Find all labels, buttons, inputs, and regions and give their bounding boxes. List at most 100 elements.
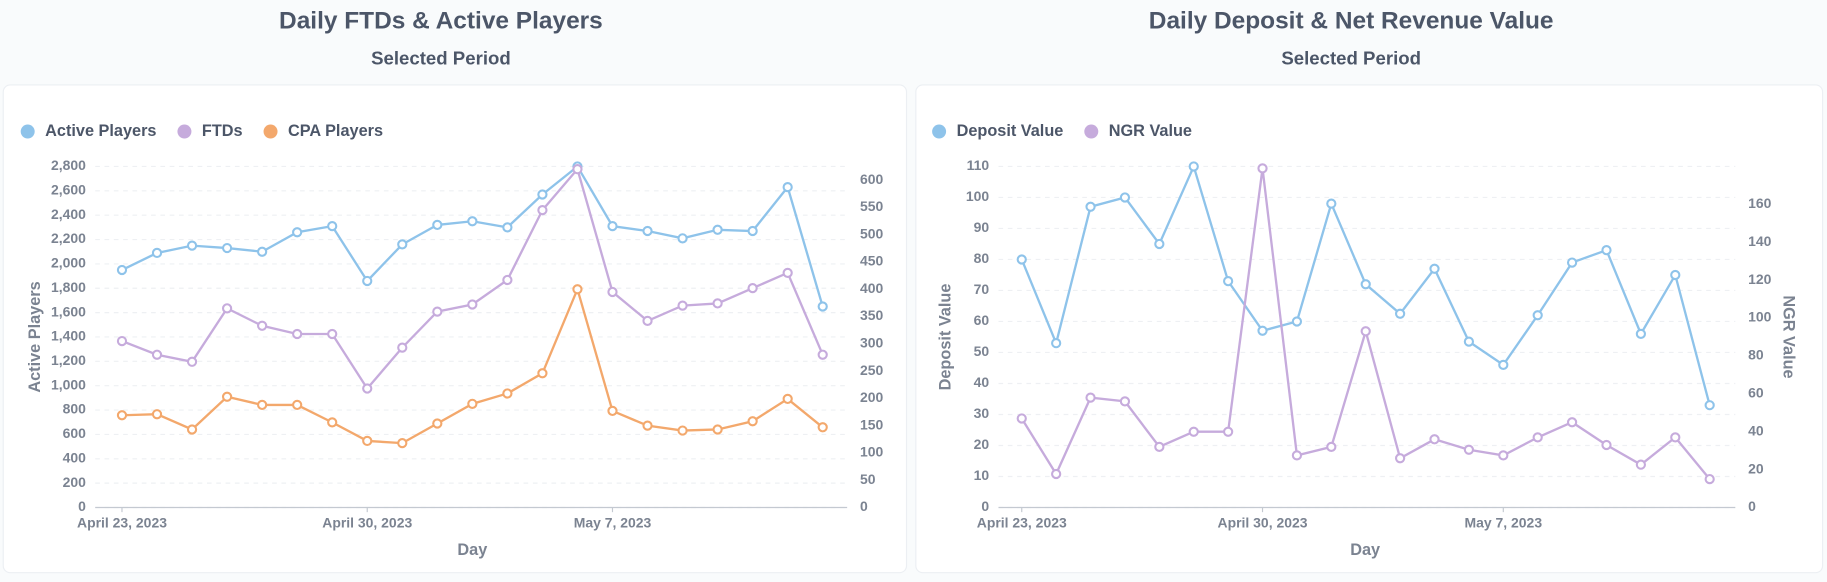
data-point bbox=[1119, 192, 1131, 203]
data-point bbox=[1188, 161, 1199, 172]
data-point bbox=[1016, 413, 1027, 424]
x-tick-label: April 30, 2023 bbox=[1218, 514, 1308, 530]
y-tick-label: 2,200 bbox=[51, 230, 86, 246]
y2-tick-label: 50 bbox=[860, 471, 876, 487]
data-point bbox=[502, 388, 513, 399]
y2-tick-label: 600 bbox=[860, 171, 884, 187]
data-point bbox=[467, 299, 478, 310]
y2-tick-label: 80 bbox=[1748, 347, 1764, 363]
data-point bbox=[1704, 473, 1715, 485]
data-point bbox=[1119, 396, 1131, 407]
data-point bbox=[747, 225, 758, 237]
y-tick-label: 600 bbox=[63, 425, 87, 441]
y2-tick-label: 60 bbox=[1748, 385, 1764, 401]
data-point bbox=[292, 399, 303, 411]
data-point bbox=[1326, 198, 1337, 209]
legend-marker bbox=[20, 124, 35, 139]
data-point bbox=[1566, 417, 1578, 428]
y2-tick-label: 400 bbox=[860, 280, 884, 296]
data-point bbox=[642, 420, 653, 431]
data-point bbox=[1360, 326, 1371, 337]
data-point bbox=[327, 417, 338, 428]
y-tick-label: 10 bbox=[974, 467, 990, 483]
data-point bbox=[537, 189, 548, 200]
legend-marker bbox=[177, 124, 192, 139]
data-point bbox=[1601, 245, 1612, 256]
chart-subtitle: Selected Period bbox=[1281, 47, 1421, 68]
data-point bbox=[362, 383, 373, 394]
data-point bbox=[747, 283, 758, 294]
data-point bbox=[1257, 325, 1268, 336]
data-point bbox=[186, 424, 198, 435]
data-point bbox=[1223, 276, 1234, 287]
data-point bbox=[817, 349, 828, 360]
y2-tick-label: 350 bbox=[860, 307, 884, 323]
y2-axis-title: NGR Value bbox=[1779, 295, 1797, 378]
y-tick-label: 60 bbox=[974, 312, 990, 328]
chart-subtitle: Selected Period bbox=[371, 47, 511, 68]
x-tick-label: April 30, 2023 bbox=[322, 514, 412, 530]
legend-label: Active Players bbox=[45, 122, 156, 140]
data-point bbox=[502, 274, 513, 286]
y2-tick-label: 100 bbox=[1748, 309, 1772, 325]
data-point bbox=[1154, 238, 1165, 250]
data-point bbox=[292, 227, 303, 238]
data-point bbox=[677, 233, 688, 244]
y-tick-label: 50 bbox=[974, 343, 990, 359]
data-point bbox=[642, 225, 653, 237]
data-point bbox=[257, 399, 268, 411]
data-point bbox=[467, 398, 478, 409]
y-tick-label: 80 bbox=[974, 250, 990, 266]
y-axis-title: Active Players bbox=[26, 281, 44, 392]
x-axis-title: Day bbox=[1350, 541, 1380, 559]
data-point bbox=[151, 349, 163, 360]
data-point bbox=[221, 303, 233, 314]
data-point bbox=[1016, 254, 1027, 265]
data-point bbox=[1085, 392, 1096, 403]
data-point bbox=[1670, 432, 1681, 443]
data-point bbox=[1223, 426, 1234, 437]
data-point bbox=[1188, 426, 1199, 437]
y2-tick-label: 550 bbox=[860, 198, 884, 214]
data-point bbox=[1326, 441, 1337, 452]
y2-tick-label: 450 bbox=[860, 253, 884, 269]
data-point bbox=[1154, 441, 1165, 452]
legend-label: Deposit Value bbox=[957, 122, 1064, 140]
data-point bbox=[1429, 434, 1440, 445]
data-point bbox=[712, 424, 723, 435]
data-point bbox=[1532, 432, 1543, 443]
data-point bbox=[712, 224, 723, 235]
y2-tick-label: 100 bbox=[860, 444, 884, 460]
data-point bbox=[1704, 400, 1715, 411]
y-tick-label: 2,800 bbox=[51, 157, 86, 173]
data-point bbox=[1051, 338, 1062, 349]
data-point bbox=[432, 418, 443, 429]
data-point bbox=[712, 298, 723, 309]
data-point bbox=[186, 240, 198, 251]
data-point bbox=[1532, 310, 1543, 321]
data-point bbox=[292, 328, 303, 340]
y-tick-label: 1,800 bbox=[51, 279, 86, 295]
data-point bbox=[782, 393, 793, 405]
data-point bbox=[397, 437, 408, 449]
data-point bbox=[817, 422, 828, 433]
y-tick-label: 90 bbox=[974, 219, 990, 235]
y2-tick-label: 0 bbox=[1748, 498, 1756, 514]
data-point bbox=[186, 356, 198, 367]
data-point bbox=[1291, 450, 1303, 461]
chart-title: Daily Deposit & Net Revenue Value bbox=[1149, 8, 1554, 35]
y-tick-label: 30 bbox=[974, 405, 990, 421]
legend-label: FTDs bbox=[202, 122, 243, 140]
data-point bbox=[1463, 336, 1475, 347]
x-axis-title: Day bbox=[457, 541, 487, 559]
y-tick-label: 400 bbox=[63, 449, 87, 465]
y-tick-label: 1,200 bbox=[51, 352, 86, 368]
y-tick-label: 20 bbox=[974, 436, 990, 452]
data-point bbox=[1429, 263, 1440, 274]
y-tick-label: 2,600 bbox=[51, 182, 86, 198]
y2-tick-label: 250 bbox=[860, 362, 884, 378]
data-point bbox=[1566, 257, 1578, 268]
data-point bbox=[257, 320, 268, 331]
